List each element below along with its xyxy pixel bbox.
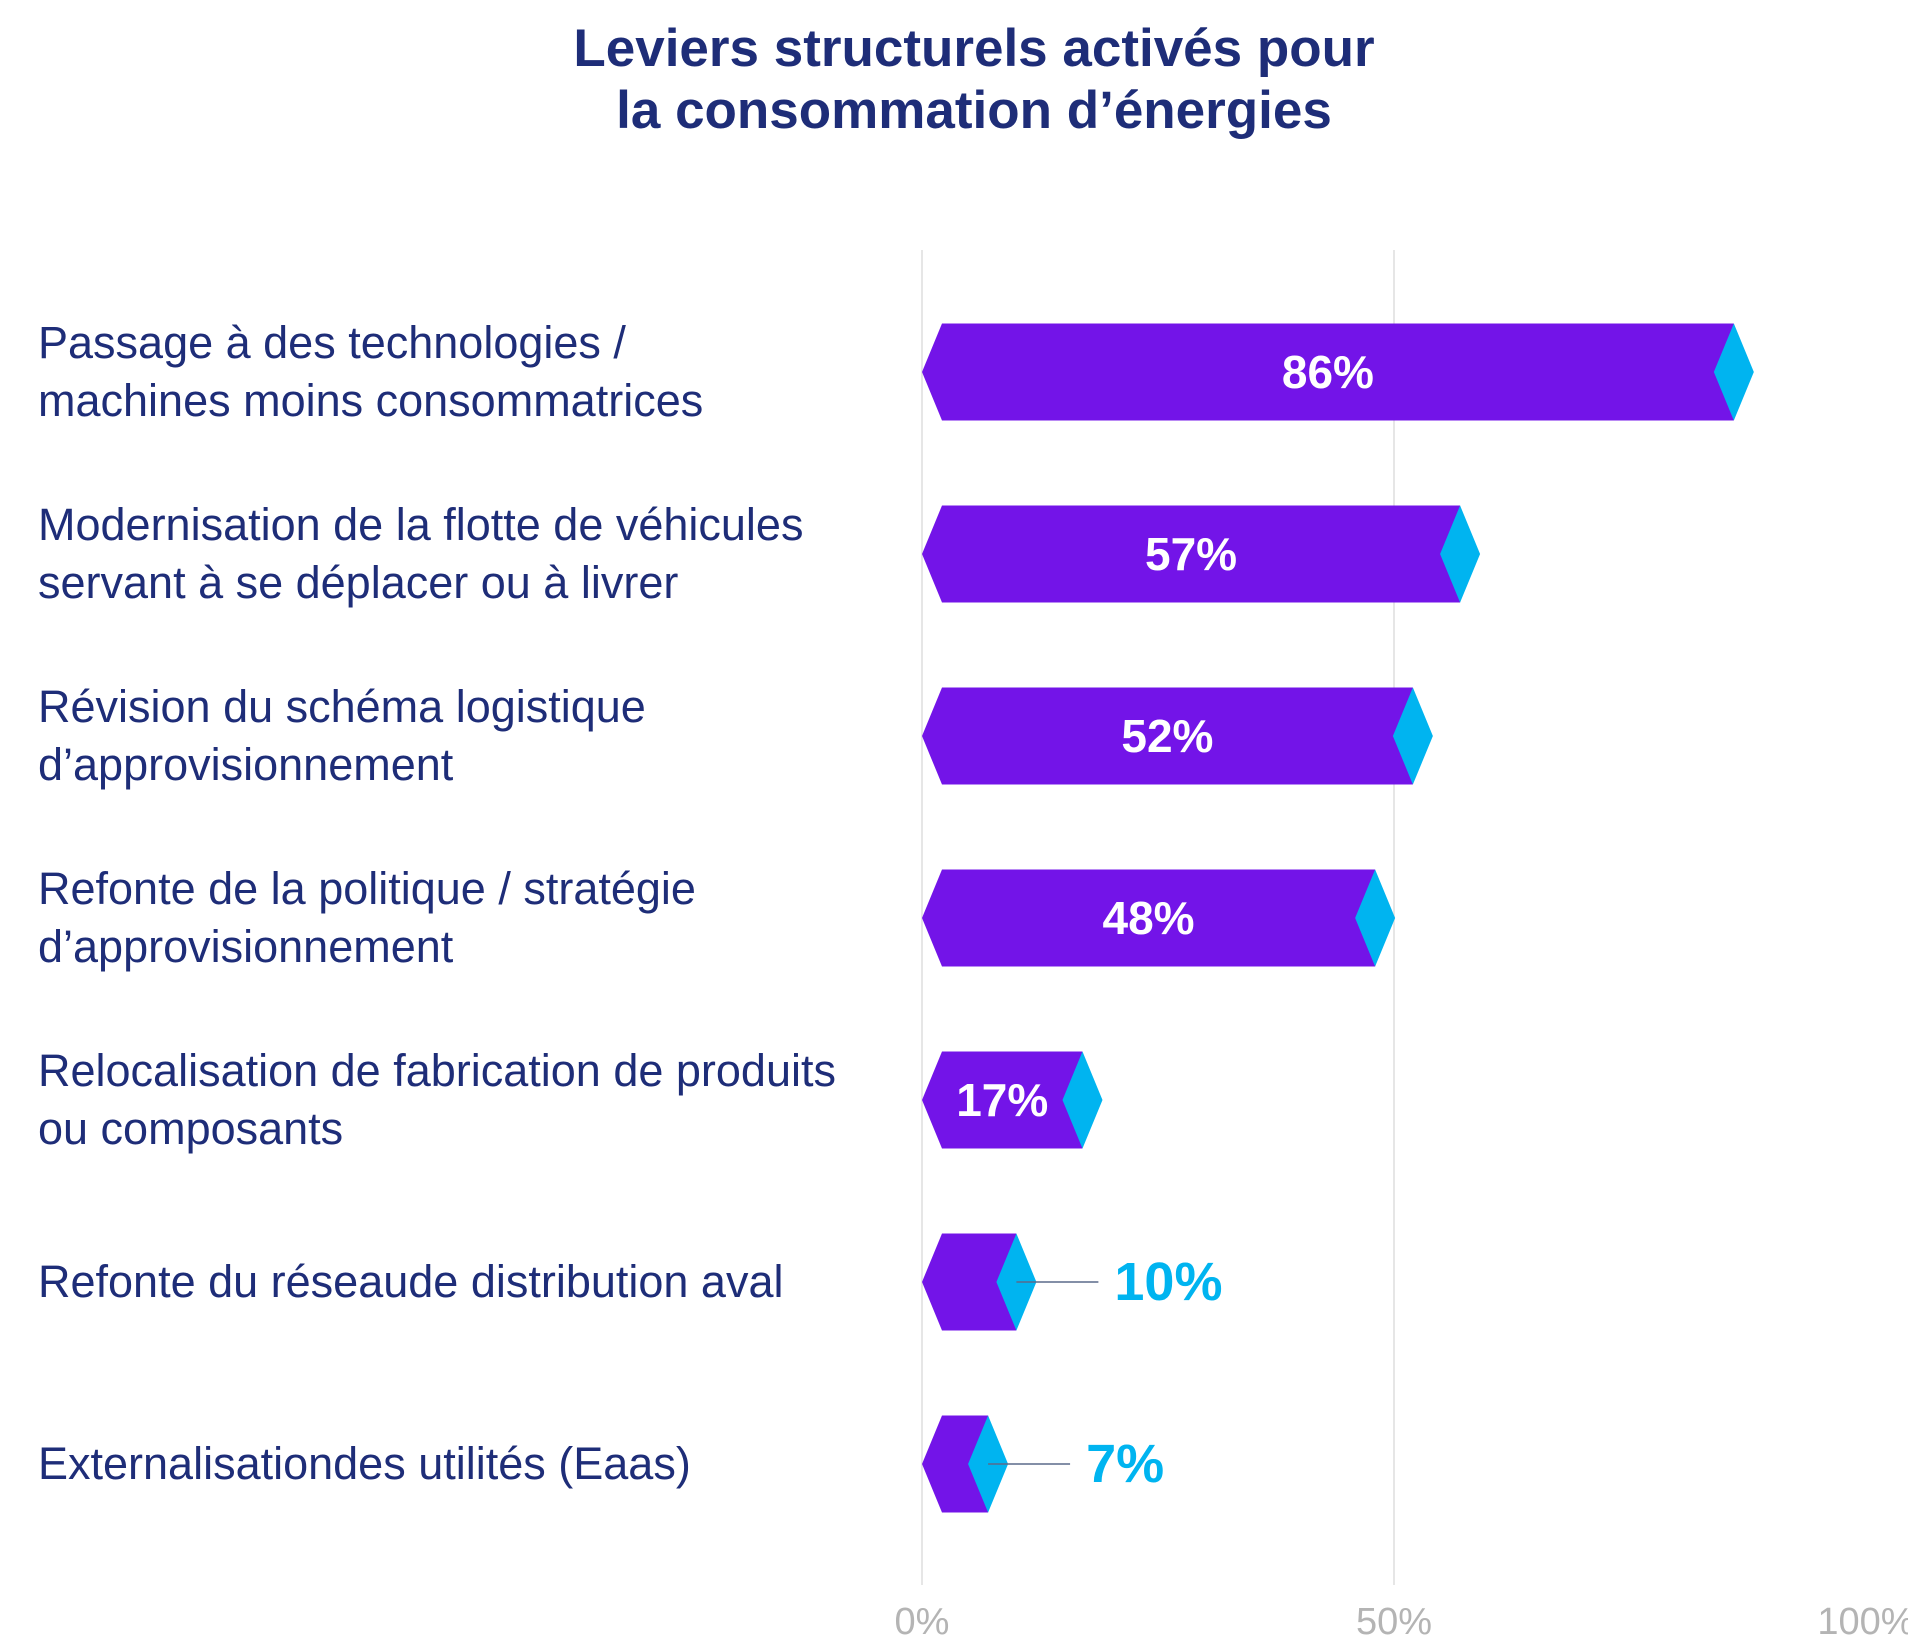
category-label: Refonte du réseaude distribution aval: [38, 1253, 888, 1311]
x-tick-label: 50%: [1356, 1601, 1432, 1636]
title-line-2: la consommation d’énergies: [616, 81, 1332, 140]
bar-tip: [1062, 1051, 1103, 1149]
category-label-line: Modernisation de la flotte de véhicules: [38, 499, 804, 550]
value-label: 48%: [1103, 892, 1195, 944]
category-label-line: machines moins consommatrices: [38, 375, 704, 426]
category-label-line: Relocalisation de fabrication de produit…: [38, 1045, 836, 1096]
value-label: 7%: [1086, 1434, 1164, 1494]
category-label: Modernisation de la flotte de véhicules s…: [38, 496, 888, 612]
value-label: 86%: [1282, 346, 1374, 398]
category-label: Révision du schéma logistique d’approvisi…: [38, 678, 888, 794]
chart-title: Leviers structurels activés pour la cons…: [0, 18, 1908, 142]
category-label-line: Externalisationdes utilités (Eaas): [38, 1438, 691, 1489]
bar-tip: [1713, 323, 1754, 421]
bar-tip: [1392, 687, 1433, 785]
category-label-line: Révision du schéma logistique: [38, 681, 646, 732]
bar: [922, 323, 1734, 421]
bar: [922, 1051, 1083, 1149]
category-label: Refonte de la politique / stratégie d’app…: [38, 860, 888, 976]
title-line-1: Leviers structurels activés pour: [573, 19, 1375, 78]
category-label-line: Refonte de la politique / stratégie: [38, 863, 696, 914]
x-tick-label: 0%: [895, 1601, 950, 1636]
category-label: Externalisationdes utilités (Eaas): [38, 1435, 888, 1493]
value-label: 17%: [956, 1074, 1048, 1126]
category-label-line: servant à se déplacer ou à livrer: [38, 557, 679, 608]
bar-tip: [1355, 869, 1396, 967]
bar: [922, 505, 1461, 603]
bar: [922, 687, 1413, 785]
category-label-line: ou composants: [38, 1103, 344, 1154]
x-tick-label: 100%: [1817, 1601, 1908, 1636]
bar: [922, 869, 1376, 967]
category-label-line: Refonte du réseaude distribution aval: [38, 1256, 784, 1307]
category-label-line: d’approvisionnement: [38, 921, 454, 972]
value-label: 10%: [1114, 1252, 1222, 1312]
category-label: Relocalisation de fabrication de produit…: [38, 1042, 888, 1158]
bar: [922, 1415, 989, 1513]
category-label-line: Passage à des technologies /: [38, 317, 626, 368]
value-label: 52%: [1121, 710, 1213, 762]
category-label-line: d’approvisionnement: [38, 739, 454, 790]
category-label: Passage à des technologies / machines moi…: [38, 314, 888, 430]
bar: [922, 1233, 1017, 1331]
value-label: 57%: [1145, 528, 1237, 580]
bar-tip: [1440, 505, 1481, 603]
